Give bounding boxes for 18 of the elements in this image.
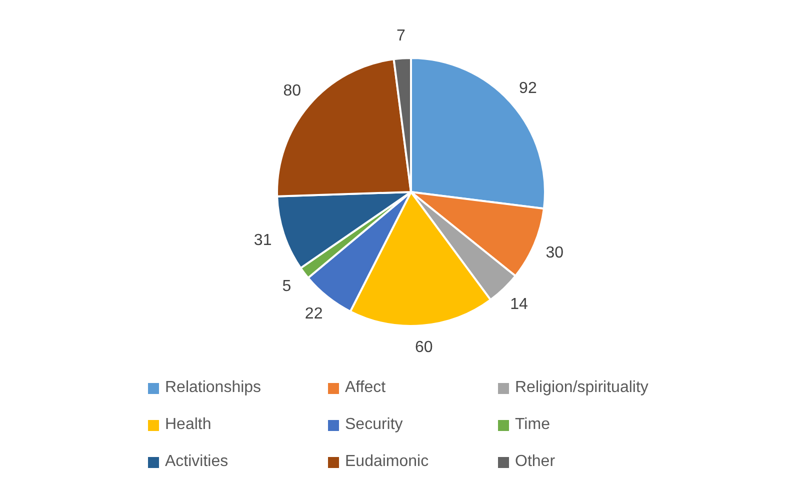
- legend-label: Eudaimonic: [345, 453, 429, 471]
- legend-label: Activities: [165, 453, 228, 471]
- data-label: 7: [396, 28, 406, 45]
- data-label: 31: [254, 232, 272, 250]
- legend-label: Health: [165, 416, 212, 434]
- data-label: 22: [304, 305, 323, 322]
- data-label: 5: [282, 278, 292, 295]
- legend-label: Time: [515, 416, 550, 434]
- data-label: 92: [519, 80, 537, 98]
- data-label: 80: [283, 82, 302, 100]
- legend-label: Relationships: [165, 379, 262, 397]
- legend-label: Other: [515, 453, 556, 471]
- data-label: 30: [546, 244, 564, 262]
- data-label: 14: [510, 296, 528, 313]
- legend-label: Affect: [345, 379, 386, 397]
- legend-label: Security: [345, 416, 403, 434]
- data-label: 60: [415, 338, 433, 356]
- legend-label: Religion/spirituality: [515, 379, 648, 397]
